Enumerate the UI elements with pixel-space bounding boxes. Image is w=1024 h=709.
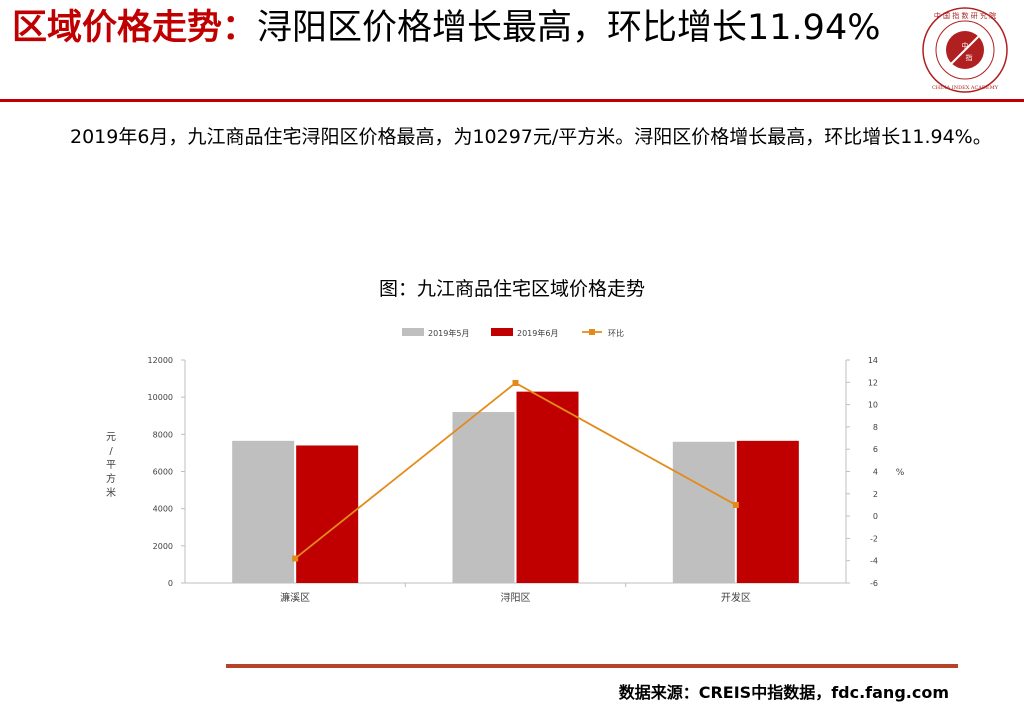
- y-tick-label: 2000: [153, 542, 173, 551]
- y2-tick-label: 2: [873, 490, 878, 499]
- bar-june: [736, 440, 799, 583]
- svg-text:中 国 指 数 研 究 院: 中 国 指 数 研 究 院: [934, 11, 996, 20]
- y2-tick-label: 12: [868, 378, 878, 387]
- page-title: 区域价格走势：浔阳区价格增长最高，环比增长11.94%: [12, 6, 912, 50]
- x-tick-label: 浔阳区: [501, 591, 531, 604]
- mom-change-point: [292, 555, 299, 562]
- svg-text:中: 中: [962, 41, 969, 50]
- y-tick-label: 10000: [148, 393, 173, 402]
- legend-swatch-marker: [589, 329, 595, 335]
- mom-change-line: [294, 381, 737, 560]
- svg-text:CHINA INDEX ACADEMY: CHINA INDEX ACADEMY: [932, 85, 999, 91]
- footer-divider: [226, 664, 958, 668]
- title-divider: [0, 99, 1024, 102]
- legend-swatch: [491, 328, 513, 336]
- y-axis-title-char: 方: [106, 472, 116, 485]
- y-tick-label: 8000: [153, 430, 173, 439]
- mom-change-point: [732, 501, 739, 508]
- x-tick-label: 开发区: [721, 591, 751, 604]
- chart-title: 图：九江商品住宅区域价格走势: [378, 278, 645, 300]
- x-tick-label: 濂溪区: [280, 591, 310, 604]
- page-title-rest: 浔阳区价格增长最高，环比增长11.94%: [257, 8, 881, 48]
- y2-tick-label: 4: [873, 468, 878, 477]
- mom-change-point: [512, 379, 519, 386]
- svg-text:指: 指: [966, 53, 973, 62]
- page-title-bold: 区域价格走势：: [12, 8, 258, 48]
- y2-tick-label: -6: [870, 579, 878, 588]
- y-axis-title-char: /: [109, 446, 113, 457]
- y2-tick-label: 14: [868, 356, 878, 365]
- y-axis-title-char: 米: [106, 486, 116, 499]
- y2-tick-label: 0: [873, 512, 878, 521]
- china-index-academy-logo-icon: 中 指 中 国 指 数 研 究 院 CHINA INDEX ACADEMY: [922, 7, 1008, 93]
- y-axis-title-char: 元: [106, 432, 116, 443]
- y2-tick-label: 8: [873, 423, 878, 432]
- y2-tick-label: 10: [868, 401, 878, 410]
- bar-may: [232, 440, 295, 583]
- y2-axis-title: %: [896, 468, 905, 478]
- y-axis-title-char: 平: [106, 460, 116, 471]
- legend-swatch: [402, 328, 424, 336]
- bar-may: [452, 412, 515, 583]
- y-tick-label: 12000: [148, 356, 173, 365]
- y2-tick-label: 6: [873, 445, 878, 454]
- summary-paragraph: 2019年6月，九江商品住宅浔阳区价格最高，为10297元/平方米。浔阳区价格增…: [70, 126, 992, 148]
- legend-label: 2019年5月: [428, 328, 469, 338]
- legend-label: 2019年6月: [517, 328, 558, 338]
- y2-tick-label: -4: [870, 557, 878, 566]
- y-tick-label: 4000: [153, 505, 173, 514]
- bar-june: [296, 445, 359, 583]
- data-source: 数据来源：CREIS中指数据，fdc.fang.com: [618, 683, 949, 702]
- legend-label: 环比: [608, 328, 624, 338]
- y-tick-label: 6000: [153, 468, 173, 477]
- bar-may: [672, 441, 735, 583]
- y2-tick-label: -2: [870, 534, 878, 543]
- bar-june: [516, 391, 579, 583]
- y-tick-label: 0: [168, 579, 173, 588]
